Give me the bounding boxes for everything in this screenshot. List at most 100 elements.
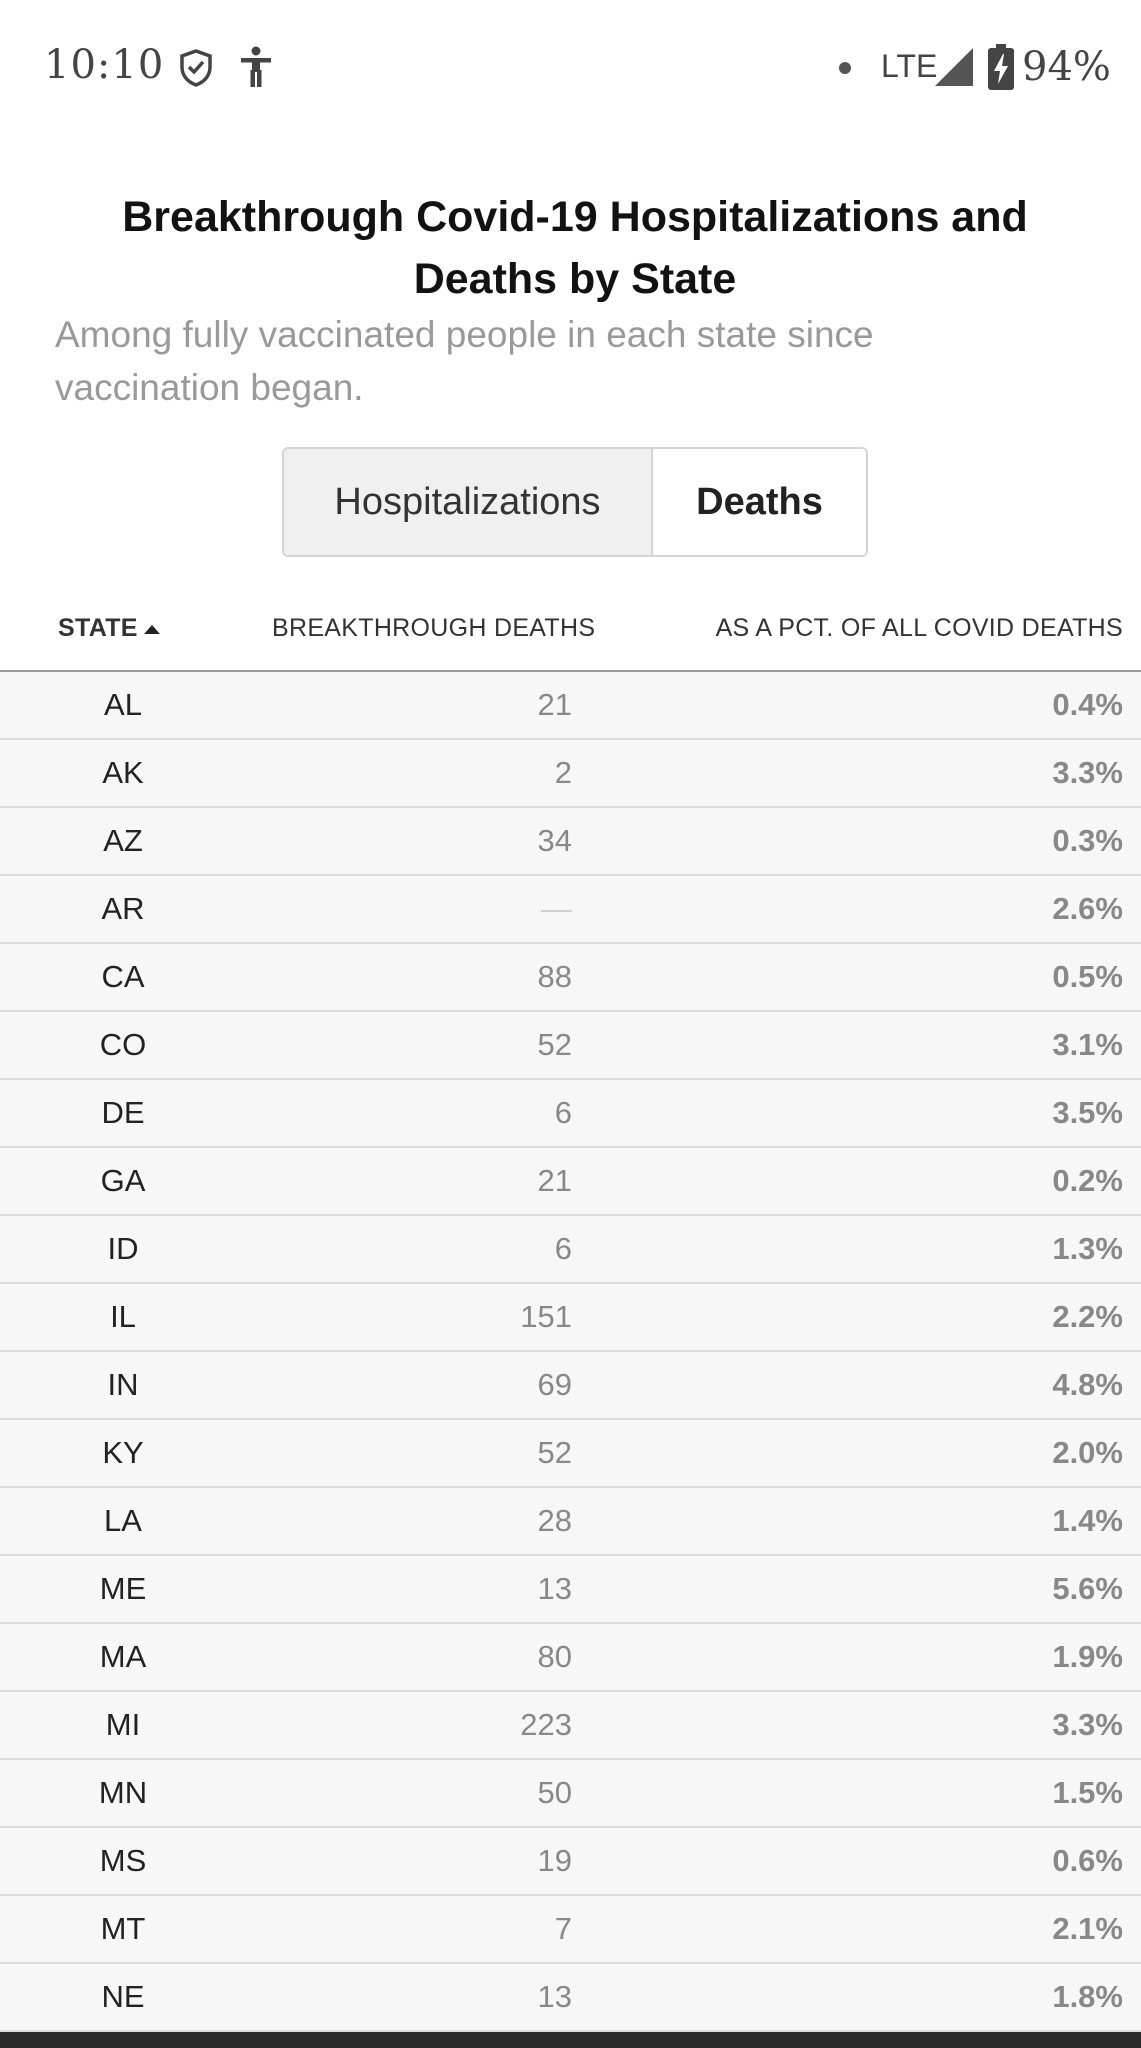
pct-column-header[interactable]: AS A PCT. OF ALL COVID DEATHS bbox=[715, 614, 1123, 642]
table-row: AL 21 0.4% bbox=[0, 672, 1141, 740]
battery-charging-icon bbox=[988, 44, 1014, 90]
table-header: STATE BREAKTHROUGH DEATHS AS A PCT. OF A… bbox=[0, 600, 1141, 672]
pct-cell: 1.4% bbox=[1052, 1503, 1123, 1538]
pct-cell: 2.1% bbox=[1052, 1911, 1123, 1946]
deaths-cell: 6 bbox=[554, 1231, 572, 1266]
state-cell: AZ bbox=[103, 823, 143, 858]
notification-dot bbox=[839, 62, 851, 74]
table-row: MA 80 1.9% bbox=[0, 1624, 1141, 1692]
hospitalizations-tab[interactable]: Hospitalizations bbox=[284, 449, 653, 555]
state-cell: AR bbox=[101, 891, 145, 926]
state-cell: ID bbox=[107, 1231, 139, 1266]
status-time: 10:10 bbox=[44, 42, 165, 88]
navigation-bar bbox=[0, 2032, 1141, 2048]
table-row: DE 6 3.5% bbox=[0, 1080, 1141, 1148]
table-row: GA 21 0.2% bbox=[0, 1148, 1141, 1216]
state-cell: NE bbox=[101, 1979, 145, 2014]
deaths-cell: 80 bbox=[537, 1639, 572, 1674]
state-cell: CA bbox=[101, 959, 145, 994]
deaths-cell: 69 bbox=[537, 1367, 572, 1402]
table-row: NE 13 1.8% bbox=[0, 1964, 1141, 2032]
pct-cell: 2.2% bbox=[1052, 1299, 1123, 1334]
state-cell: MI bbox=[105, 1707, 141, 1742]
deaths-cell: 34 bbox=[537, 823, 572, 858]
pct-cell: 0.2% bbox=[1052, 1163, 1123, 1198]
shield-check-icon bbox=[180, 49, 212, 87]
table-row: CO 52 3.1% bbox=[0, 1012, 1141, 1080]
state-cell: MS bbox=[99, 1843, 147, 1878]
table-row: MT 7 2.1% bbox=[0, 1896, 1141, 1964]
table-row: ID 6 1.3% bbox=[0, 1216, 1141, 1284]
table-row: MS 19 0.6% bbox=[0, 1828, 1141, 1896]
state-column-label: STATE bbox=[58, 614, 138, 642]
pct-cell: 5.6% bbox=[1052, 1571, 1123, 1606]
pct-cell: 1.9% bbox=[1052, 1639, 1123, 1674]
pct-cell: 0.3% bbox=[1052, 823, 1123, 858]
pct-cell: 3.3% bbox=[1052, 755, 1123, 790]
pct-cell: 3.3% bbox=[1052, 1707, 1123, 1742]
state-cell: CO bbox=[99, 1027, 147, 1062]
pct-cell: 0.5% bbox=[1052, 959, 1123, 994]
table-row: MN 50 1.5% bbox=[0, 1760, 1141, 1828]
pct-cell: 1.5% bbox=[1052, 1775, 1123, 1810]
table-row: AR — 2.6% bbox=[0, 876, 1141, 944]
deaths-cell: 223 bbox=[520, 1707, 572, 1742]
state-cell: GA bbox=[100, 1163, 146, 1198]
page-title: Breakthrough Covid-19 Hospitalizations a… bbox=[122, 193, 1028, 303]
deaths-cell: 52 bbox=[537, 1027, 572, 1062]
table-row: LA 28 1.4% bbox=[0, 1488, 1141, 1556]
deaths-cell: 52 bbox=[537, 1435, 572, 1470]
deaths-cell: 88 bbox=[537, 959, 572, 994]
table-row: KY 52 2.0% bbox=[0, 1420, 1141, 1488]
deaths-cell: 28 bbox=[537, 1503, 572, 1538]
deaths-cell: 13 bbox=[537, 1979, 572, 2014]
signal-icon bbox=[935, 48, 973, 86]
state-cell: MN bbox=[98, 1775, 148, 1810]
sort-ascending-icon bbox=[143, 625, 160, 634]
deaths-tab[interactable]: Deaths bbox=[653, 449, 866, 555]
deaths-cell: 21 bbox=[537, 1163, 572, 1198]
deaths-cell: 151 bbox=[520, 1299, 572, 1334]
pct-cell: 2.6% bbox=[1052, 891, 1123, 926]
deaths-cell: — bbox=[541, 891, 572, 926]
state-cell: ME bbox=[99, 1571, 147, 1606]
pct-cell: 1.8% bbox=[1052, 1979, 1123, 2014]
state-cell: MA bbox=[99, 1639, 147, 1674]
status-bar: 10:10 LTE 94% bbox=[0, 0, 1141, 136]
state-cell: KY bbox=[102, 1435, 144, 1470]
network-type: LTE bbox=[881, 48, 938, 84]
pct-cell: 3.1% bbox=[1052, 1027, 1123, 1062]
deaths-cell: 50 bbox=[537, 1775, 572, 1810]
state-column-header[interactable]: STATE bbox=[58, 614, 160, 643]
deaths-cell: 21 bbox=[537, 687, 572, 722]
breakthrough-deaths-column-header[interactable]: BREAKTHROUGH DEATHS bbox=[272, 614, 596, 642]
pct-cell: 1.3% bbox=[1052, 1231, 1123, 1266]
page-subtitle: Among fully vaccinated people in each st… bbox=[55, 314, 874, 408]
table-row: AZ 34 0.3% bbox=[0, 808, 1141, 876]
deaths-cell: 2 bbox=[554, 755, 572, 790]
table-row: ME 13 5.6% bbox=[0, 1556, 1141, 1624]
table-row: AK 2 3.3% bbox=[0, 740, 1141, 808]
deaths-cell: 13 bbox=[537, 1571, 572, 1606]
pct-cell: 4.8% bbox=[1052, 1367, 1123, 1402]
metric-toggle: Hospitalizations Deaths bbox=[282, 447, 868, 557]
accessibility-icon bbox=[241, 46, 271, 87]
deaths-cell: 6 bbox=[554, 1095, 572, 1130]
deaths-cell: 7 bbox=[554, 1911, 572, 1946]
state-cell: AK bbox=[102, 755, 144, 790]
state-cell: IN bbox=[107, 1367, 139, 1402]
pct-cell: 3.5% bbox=[1052, 1095, 1123, 1130]
state-cell: MT bbox=[100, 1911, 146, 1946]
state-cell: AL bbox=[104, 687, 142, 722]
state-cell: DE bbox=[101, 1095, 145, 1130]
table-row: IL 151 2.2% bbox=[0, 1284, 1141, 1352]
table-row: MI 223 3.3% bbox=[0, 1692, 1141, 1760]
state-cell: IL bbox=[110, 1299, 136, 1334]
pct-cell: 2.0% bbox=[1052, 1435, 1123, 1470]
table-row: IN 69 4.8% bbox=[0, 1352, 1141, 1420]
deaths-cell: 19 bbox=[537, 1843, 572, 1878]
pct-cell: 0.6% bbox=[1052, 1843, 1123, 1878]
table-row: CA 88 0.5% bbox=[0, 944, 1141, 1012]
battery-percent: 94% bbox=[1022, 44, 1111, 90]
table-body: AL 21 0.4% AK 2 3.3% AZ 34 0.3% AR — 2.6% CA 88 0.5% CO… bbox=[0, 672, 1141, 2032]
